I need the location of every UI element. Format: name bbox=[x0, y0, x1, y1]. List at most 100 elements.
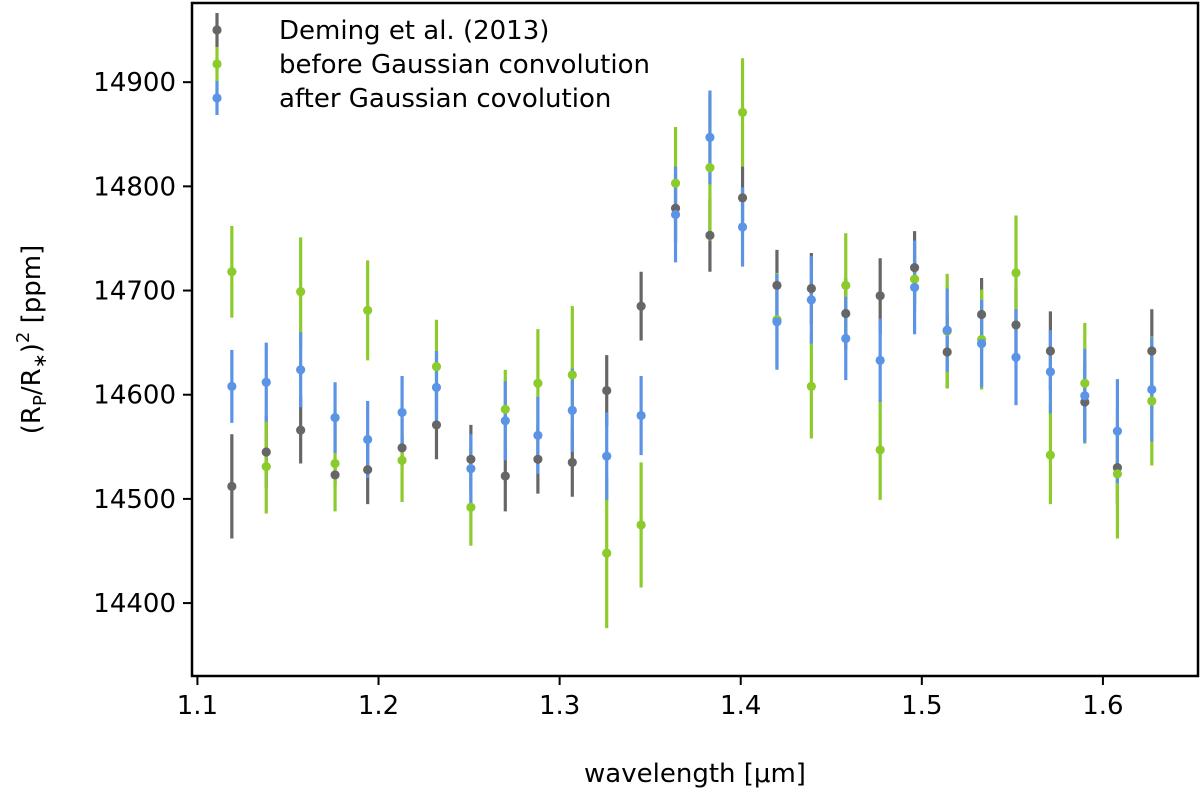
data-point bbox=[261, 447, 271, 457]
data-point bbox=[431, 382, 442, 393]
data-point bbox=[466, 502, 476, 512]
y-tick-label: 14700 bbox=[93, 277, 176, 307]
data-point bbox=[397, 443, 407, 453]
x-tick-label: 1.6 bbox=[1082, 691, 1123, 721]
data-point bbox=[875, 291, 885, 301]
data-point bbox=[772, 280, 782, 290]
data-point bbox=[909, 263, 920, 273]
data-point bbox=[227, 481, 237, 491]
y-tick-label: 14900 bbox=[93, 68, 176, 98]
data-point bbox=[363, 434, 373, 445]
data-point bbox=[806, 381, 816, 391]
x-tick-label: 1.5 bbox=[901, 691, 942, 721]
data-point bbox=[705, 230, 715, 240]
data-point bbox=[1045, 450, 1056, 460]
data-point bbox=[466, 464, 476, 474]
y-tick-label: 14600 bbox=[93, 381, 176, 411]
legend-entry-label: before Gaussian convolution bbox=[279, 50, 650, 80]
data-point bbox=[806, 295, 816, 305]
legend-entry-label: Deming et al. (2013) bbox=[279, 16, 549, 46]
data-point bbox=[261, 377, 271, 387]
data-point bbox=[602, 548, 612, 558]
data-point bbox=[976, 339, 987, 349]
data-point bbox=[841, 280, 851, 290]
data-point bbox=[636, 301, 646, 311]
legend-marker bbox=[212, 93, 222, 103]
data-point bbox=[942, 347, 952, 357]
data-point bbox=[296, 425, 306, 435]
data-point bbox=[841, 333, 851, 344]
data-point bbox=[296, 365, 306, 375]
data-point bbox=[976, 309, 987, 320]
data-point bbox=[875, 445, 885, 455]
data-point bbox=[533, 430, 543, 440]
plot-frame bbox=[190, 1, 1200, 678]
x-tick-label: 1.3 bbox=[539, 691, 580, 721]
data-point bbox=[1080, 391, 1090, 401]
legend: Deming et al. (2013) before Gaussian conv… bbox=[212, 13, 650, 115]
data-point bbox=[737, 193, 748, 203]
data-point bbox=[567, 457, 577, 468]
data-point bbox=[330, 470, 340, 480]
y-tick-label: 14800 bbox=[93, 172, 176, 202]
data-point bbox=[875, 355, 885, 365]
data-point bbox=[636, 410, 646, 421]
data-point bbox=[1045, 367, 1056, 377]
data-point bbox=[602, 385, 612, 396]
data-point bbox=[806, 283, 816, 294]
data-point bbox=[1147, 384, 1157, 395]
y-tick-label: 14500 bbox=[93, 485, 176, 515]
data-point bbox=[841, 308, 851, 319]
x-axis-label: wavelength [μm] bbox=[584, 759, 806, 789]
data-point bbox=[1147, 396, 1157, 406]
data-point bbox=[261, 461, 271, 472]
y-tick-label: 14400 bbox=[93, 589, 176, 619]
data-point bbox=[500, 404, 510, 414]
data-point bbox=[909, 274, 920, 284]
x-tick-label: 1.4 bbox=[720, 691, 761, 721]
data-point bbox=[227, 381, 237, 391]
data-point bbox=[397, 455, 407, 465]
data-point bbox=[1011, 320, 1021, 330]
legend-marker bbox=[212, 59, 222, 69]
data-point bbox=[363, 465, 373, 475]
data-point bbox=[397, 407, 407, 418]
data-point bbox=[431, 420, 442, 430]
data-point bbox=[942, 325, 952, 335]
data-point bbox=[466, 454, 476, 464]
data-point bbox=[500, 416, 510, 426]
errorbar-layer bbox=[230, 58, 1154, 629]
data-point bbox=[670, 209, 681, 220]
x-tick-label: 1.2 bbox=[358, 691, 399, 721]
datapoint-layer bbox=[227, 107, 1157, 558]
data-point bbox=[567, 405, 577, 415]
data-point bbox=[670, 178, 681, 188]
data-point bbox=[909, 282, 920, 293]
data-point bbox=[533, 378, 543, 388]
data-point bbox=[1045, 346, 1056, 356]
data-point bbox=[296, 286, 306, 297]
data-point bbox=[602, 451, 612, 461]
legend-entry-label: after Gaussian covolution bbox=[279, 84, 611, 114]
data-point bbox=[227, 267, 237, 277]
data-point bbox=[737, 222, 748, 232]
data-point bbox=[330, 413, 340, 423]
data-point bbox=[567, 370, 577, 380]
data-point bbox=[1011, 268, 1021, 278]
data-point bbox=[1112, 469, 1123, 479]
data-point bbox=[1011, 352, 1021, 362]
data-point bbox=[330, 458, 340, 469]
data-point bbox=[533, 454, 543, 464]
data-point bbox=[1112, 426, 1123, 436]
data-point bbox=[363, 305, 373, 315]
data-point bbox=[431, 361, 442, 372]
data-point bbox=[636, 520, 646, 530]
data-point bbox=[737, 107, 748, 117]
data-point bbox=[705, 132, 715, 142]
tick-layer: 1.1 1.2 1.3 1.4 1.5 1.6 14400 14500 14600 14700 14… bbox=[93, 68, 1123, 721]
data-point bbox=[1147, 346, 1157, 356]
data-point bbox=[500, 471, 510, 481]
data-point bbox=[772, 317, 782, 327]
legend-marker bbox=[212, 25, 222, 35]
